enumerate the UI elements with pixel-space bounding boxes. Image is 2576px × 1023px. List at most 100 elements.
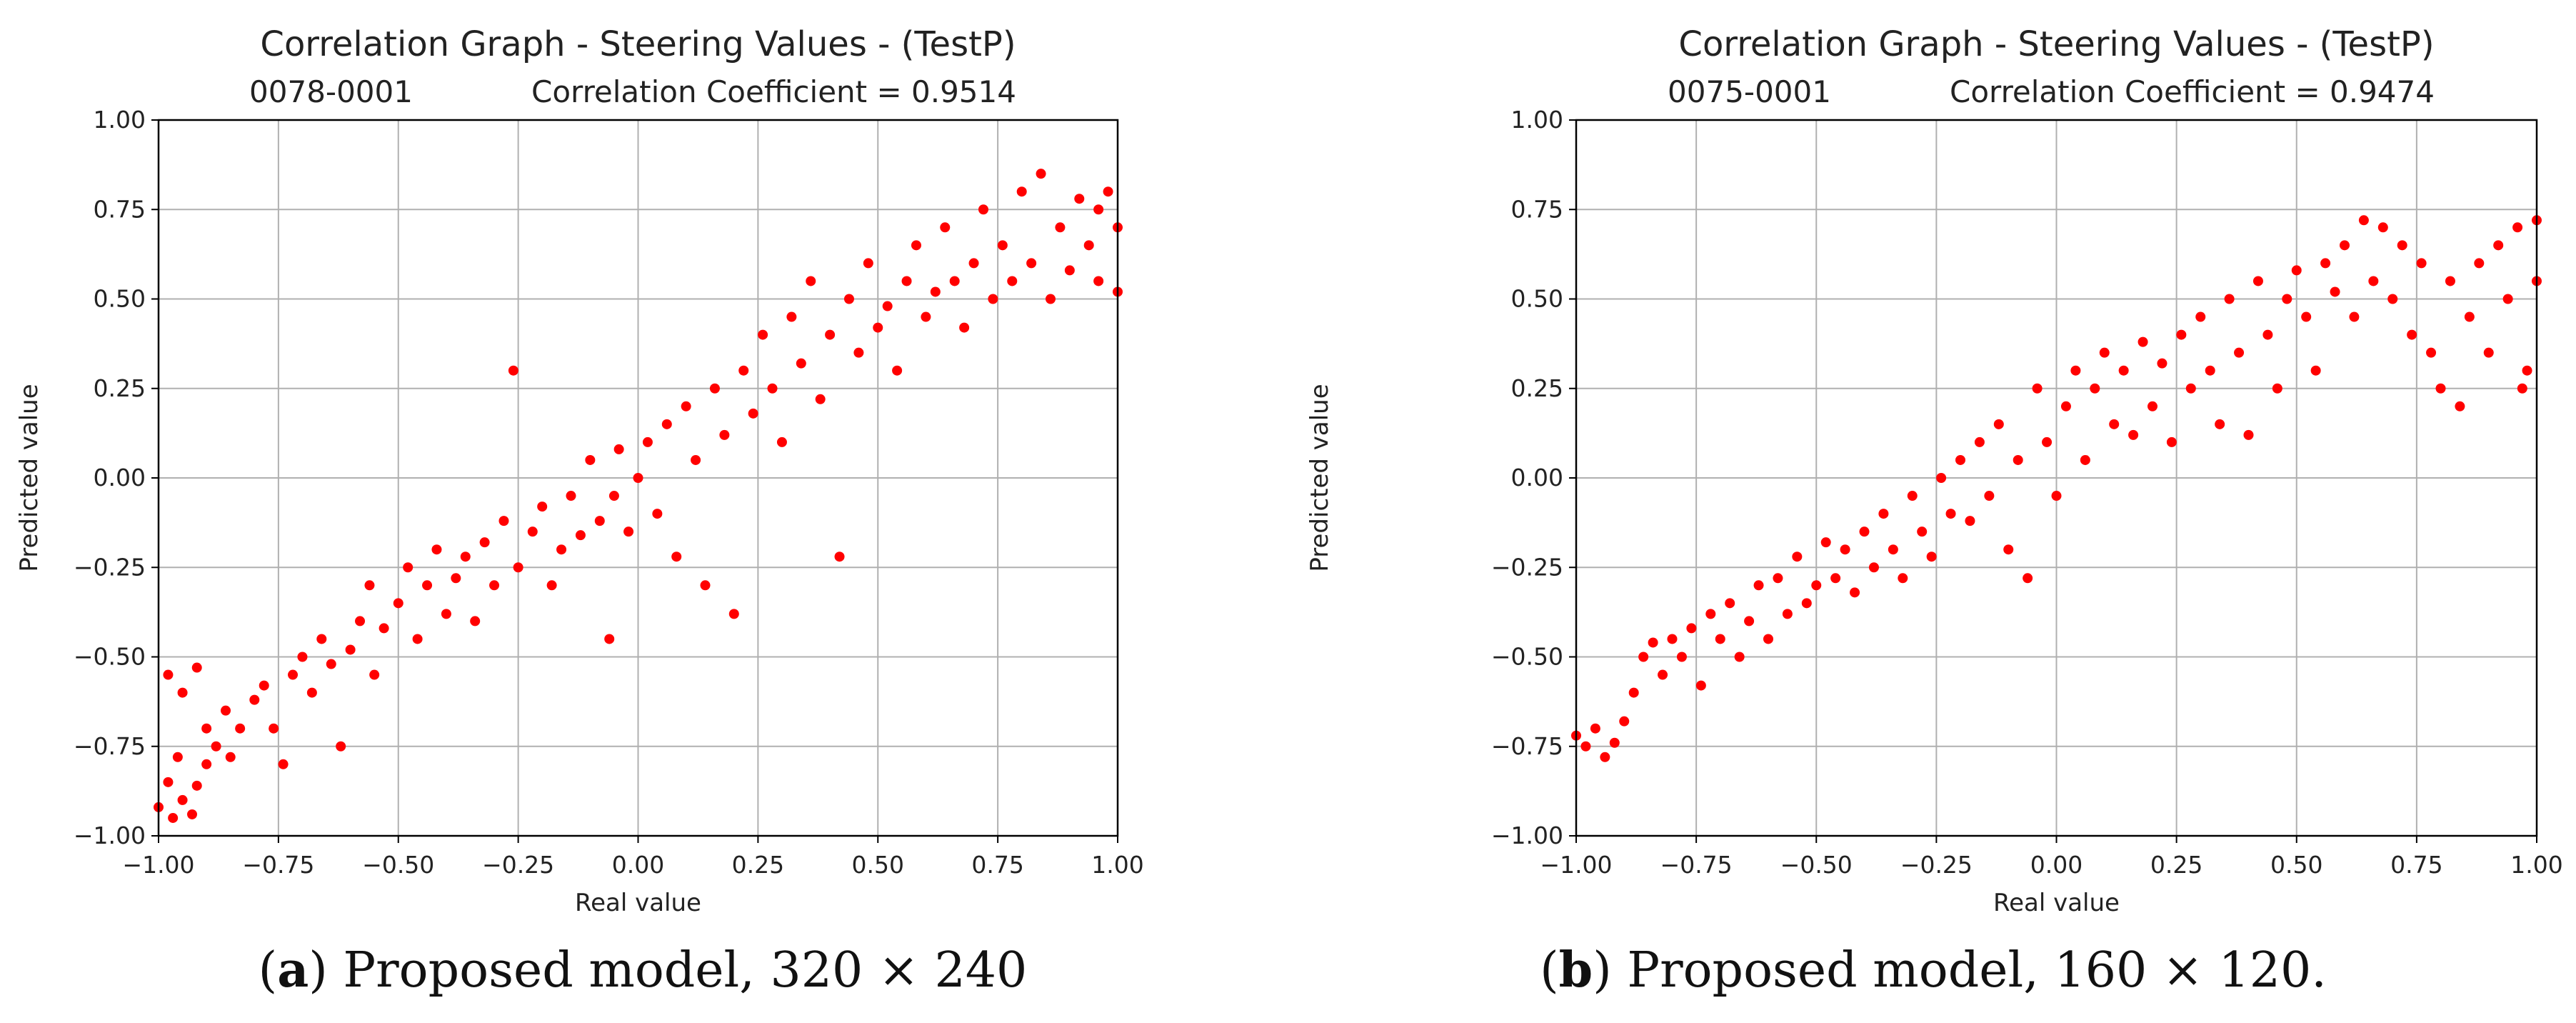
data-point bbox=[2060, 401, 2071, 411]
data-point bbox=[1830, 573, 1841, 584]
data-point bbox=[2118, 365, 2129, 376]
data-point bbox=[834, 552, 845, 562]
y-tick-label: 1.00 bbox=[94, 106, 146, 134]
data-point bbox=[2128, 429, 2139, 440]
data-point bbox=[345, 644, 356, 655]
data-point bbox=[2320, 258, 2331, 269]
data-point bbox=[470, 616, 481, 627]
data-point bbox=[163, 669, 174, 680]
data-point bbox=[1753, 580, 1764, 591]
data-point bbox=[2070, 365, 2081, 376]
y-tick-label: −0.25 bbox=[1491, 553, 1563, 581]
data-point bbox=[843, 294, 854, 304]
data-point bbox=[806, 276, 816, 286]
data-point bbox=[2099, 347, 2110, 358]
data-point bbox=[2397, 240, 2407, 251]
data-point bbox=[201, 723, 212, 734]
data-point bbox=[728, 609, 739, 619]
data-point bbox=[364, 580, 375, 591]
data-point bbox=[968, 258, 979, 269]
data-point bbox=[1792, 552, 1803, 562]
data-point bbox=[269, 723, 279, 734]
data-point bbox=[949, 276, 960, 286]
data-point bbox=[613, 444, 624, 454]
data-point bbox=[2358, 215, 2369, 226]
data-point bbox=[1715, 634, 1725, 644]
data-point bbox=[1936, 473, 1947, 483]
data-point bbox=[460, 552, 471, 562]
caption-b: (b) Proposed model, 160 × 120. bbox=[1540, 942, 2327, 999]
data-point bbox=[479, 537, 490, 548]
data-point bbox=[1600, 752, 1610, 762]
y-tick-label: 0.25 bbox=[1511, 374, 1563, 402]
data-point bbox=[1840, 544, 1850, 555]
data-point bbox=[513, 562, 523, 573]
data-point bbox=[719, 429, 730, 440]
data-point bbox=[191, 780, 202, 791]
data-point bbox=[1686, 623, 1697, 634]
data-point bbox=[1609, 737, 1620, 748]
chart-panel-b: Correlation Graph - Steering Values - (T… bbox=[1290, 0, 2576, 1023]
data-point bbox=[1638, 652, 1649, 662]
caption-b-letter: b bbox=[1558, 942, 1593, 999]
data-point bbox=[1782, 609, 1793, 619]
data-point bbox=[1590, 723, 1600, 734]
data-point bbox=[796, 358, 806, 369]
data-point bbox=[316, 634, 327, 644]
data-point bbox=[2234, 347, 2245, 358]
x-tick-label: 0.50 bbox=[852, 851, 904, 879]
data-point bbox=[1619, 716, 1630, 727]
data-point bbox=[1628, 687, 1639, 698]
data-point bbox=[225, 752, 236, 762]
data-point bbox=[1734, 652, 1745, 662]
data-point bbox=[2243, 429, 2254, 440]
y-tick-label: −1.00 bbox=[1491, 822, 1563, 849]
y-tick-label: 0.25 bbox=[94, 374, 146, 402]
data-point bbox=[2003, 544, 2014, 555]
data-point bbox=[1648, 637, 1658, 648]
data-point bbox=[393, 598, 404, 609]
x-tick-label: −0.75 bbox=[242, 851, 314, 879]
x-tick-label: −1.00 bbox=[1540, 851, 1612, 879]
data-point bbox=[2185, 383, 2196, 394]
data-point bbox=[403, 562, 414, 573]
chart-panel-a: Correlation Graph - Steering Values - (T… bbox=[0, 0, 1286, 1023]
data-point bbox=[1811, 580, 1822, 591]
data-point bbox=[2013, 454, 2023, 465]
caption-a: (a) Proposed model, 320 × 240 bbox=[258, 942, 1028, 999]
data-point bbox=[1695, 680, 1706, 691]
data-point bbox=[1898, 573, 1908, 584]
data-point bbox=[1580, 741, 1591, 752]
data-point bbox=[187, 809, 198, 819]
data-point bbox=[431, 544, 442, 555]
data-point bbox=[1917, 527, 1928, 537]
data-point bbox=[177, 687, 188, 698]
data-point bbox=[177, 794, 188, 805]
data-point bbox=[1859, 527, 1870, 537]
data-point bbox=[911, 240, 921, 251]
data-point bbox=[2340, 240, 2350, 251]
y-axis-label-a: Predicted value bbox=[15, 384, 44, 572]
data-point bbox=[1016, 186, 1027, 197]
data-point bbox=[2023, 573, 2033, 584]
y-tick-label: −0.25 bbox=[74, 553, 146, 581]
data-point bbox=[1955, 454, 1965, 465]
x-tick-label: −0.25 bbox=[482, 851, 554, 879]
data-point bbox=[604, 634, 615, 644]
data-point bbox=[1007, 276, 1018, 286]
data-point bbox=[2252, 276, 2263, 286]
data-point bbox=[556, 544, 567, 555]
data-point bbox=[681, 401, 691, 411]
data-point bbox=[642, 436, 653, 447]
y-tick-label: −1.00 bbox=[74, 822, 146, 849]
data-point bbox=[2464, 311, 2475, 322]
data-point bbox=[2517, 383, 2527, 394]
scatter-chart-a: Correlation Graph - Steering Values - (T… bbox=[15, 24, 1144, 917]
data-point bbox=[2416, 258, 2427, 269]
data-point bbox=[2157, 358, 2167, 369]
data-point bbox=[2224, 294, 2235, 304]
data-point bbox=[1103, 186, 1113, 197]
data-point bbox=[211, 741, 221, 752]
data-point bbox=[1993, 419, 2004, 429]
data-point bbox=[288, 669, 299, 680]
